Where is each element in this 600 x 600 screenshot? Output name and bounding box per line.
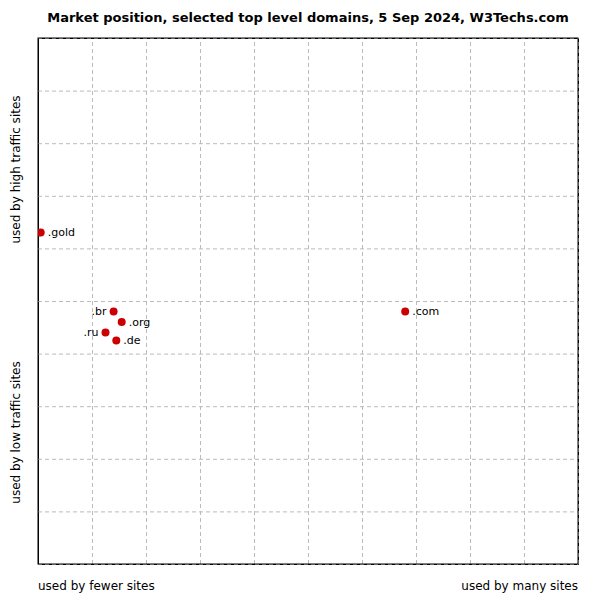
y-axis: [38, 39, 578, 565]
x-label-right: used by many sites: [461, 579, 578, 593]
x-tick: [470, 38, 471, 564]
point: [401, 308, 409, 316]
y-tick: [38, 459, 578, 460]
y-grid-line: [38, 511, 578, 512]
x-tick: [92, 38, 93, 564]
y-grid-line: [38, 196, 578, 197]
point: [102, 329, 110, 337]
y-tick: [38, 248, 578, 249]
y-grid-line: [38, 301, 578, 302]
y-grid-line: [38, 354, 578, 355]
point-label: .ru: [84, 326, 99, 339]
y-axis-line: [39, 39, 579, 565]
x-grid-line: [308, 38, 309, 564]
x-label-left: used by fewer sites: [38, 579, 155, 593]
chart-container: .gold .com .br .org .ru .de Market position, s…: [0, 0, 600, 600]
point-labels: .gold .com .br .org .ru .de: [48, 226, 440, 347]
point-label: .com: [412, 305, 439, 318]
y-label-bottom: used by low traffic sites: [9, 361, 23, 503]
chart-title: Market position, selected top level doma…: [47, 10, 569, 25]
point: [112, 336, 120, 344]
point-label: .gold: [48, 226, 75, 239]
chart-svg: .gold .com .br .org .ru .de Market position, s…: [0, 0, 600, 600]
point: [110, 308, 118, 316]
y-grid-line: [38, 248, 578, 249]
y-grid-line: [38, 459, 578, 460]
x-grid-line: [254, 38, 255, 564]
plot-area: .gold .com .br .org .ru .de: [37, 38, 579, 565]
x-axis: [39, 38, 579, 565]
y-label-top: used by high traffic sites: [9, 95, 23, 243]
y-tick: [38, 511, 578, 512]
y-grid-line: [38, 143, 578, 144]
y-tick: [38, 143, 578, 144]
point: [118, 318, 126, 326]
y-grid-line: [38, 406, 578, 407]
x-axis-line: [39, 38, 579, 565]
point-label: .org: [129, 316, 151, 329]
point-label: .br: [92, 305, 107, 318]
x-grid-line: [92, 38, 93, 564]
point: [38, 229, 45, 237]
y-tick: [38, 301, 578, 302]
y-tick: [38, 406, 578, 407]
x-tick: [254, 38, 255, 564]
plot-frame: [38, 38, 578, 564]
points: [38, 229, 409, 345]
x-tick: [308, 38, 309, 564]
y-grid-line: [38, 91, 578, 92]
y-tick: [38, 91, 578, 92]
x-grid-line: [470, 38, 471, 564]
point-label: .de: [123, 334, 140, 347]
y-tick: [38, 196, 578, 197]
y-tick: [38, 354, 578, 355]
